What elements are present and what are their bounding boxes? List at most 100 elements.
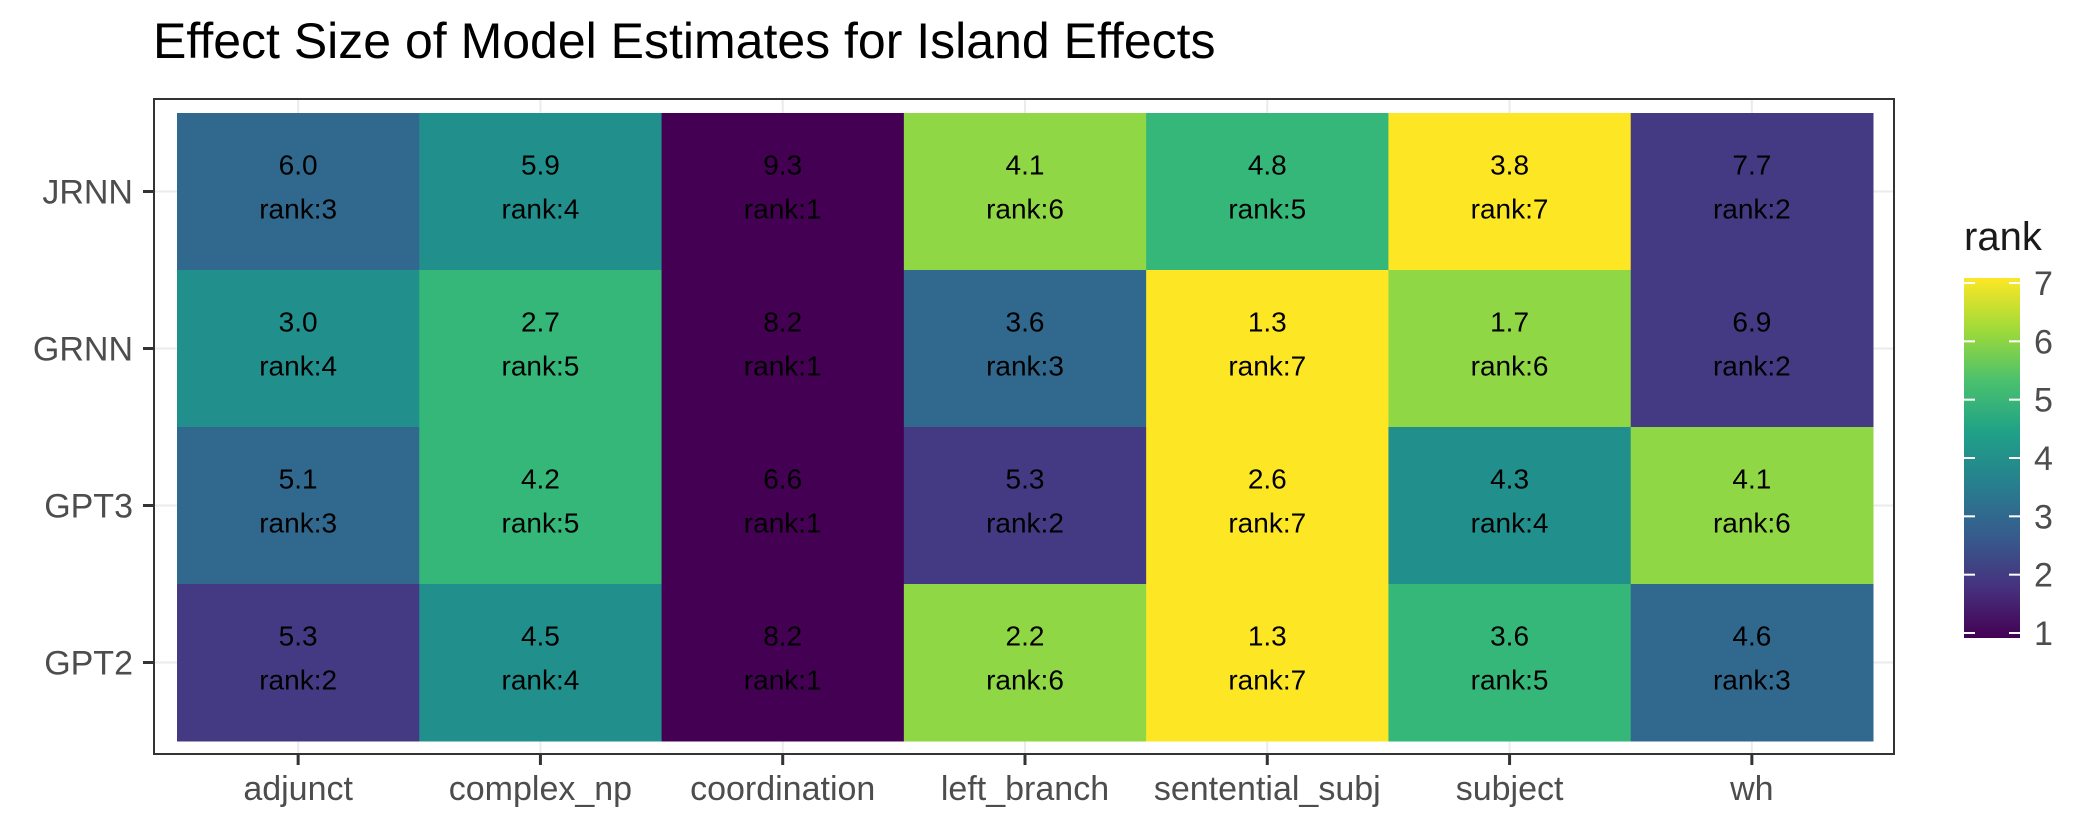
y-axis: JRNN GRNN GPT3 GPT2 bbox=[33, 174, 154, 683]
cell-value-label: 9.3 bbox=[763, 150, 802, 181]
cell-rank-label: rank:4 bbox=[259, 351, 337, 382]
cell-rank-label: rank:6 bbox=[1713, 508, 1791, 539]
cell-value-label: 1.7 bbox=[1490, 307, 1529, 338]
heatmap-cell bbox=[661, 584, 905, 742]
cell-rank-label: rank:1 bbox=[744, 508, 822, 539]
cell-rank-label: rank:6 bbox=[986, 194, 1064, 225]
cell-rank-label: rank:3 bbox=[259, 508, 337, 539]
legend: rank 1 2 3 4 5 6 7 bbox=[1964, 215, 2053, 653]
cell-value-label: 4.3 bbox=[1490, 464, 1529, 495]
heatmap-cell bbox=[1630, 113, 1874, 271]
x-tick-label: wh bbox=[1729, 770, 1773, 808]
cell-rank-label: rank:5 bbox=[502, 351, 580, 382]
cell-rank-label: rank:1 bbox=[744, 351, 822, 382]
heatmap-cell bbox=[1146, 270, 1389, 428]
heatmap-cell bbox=[1388, 427, 1632, 585]
chart-title: Effect Size of Model Estimates for Islan… bbox=[153, 13, 1216, 69]
x-tick-label: subject bbox=[1456, 770, 1564, 808]
y-tick-label: GPT3 bbox=[44, 488, 133, 526]
heatmap-cell bbox=[419, 584, 663, 742]
cell-rank-label: rank:7 bbox=[1228, 508, 1306, 539]
cell-rank-label: rank:5 bbox=[502, 508, 580, 539]
cell-rank-label: rank:7 bbox=[1228, 665, 1306, 696]
cell-rank-label: rank:2 bbox=[1713, 351, 1791, 382]
cell-value-label: 8.2 bbox=[763, 307, 802, 338]
heatmap-cell bbox=[177, 270, 420, 428]
heatmap-cell bbox=[903, 584, 1147, 742]
heatmap-cell bbox=[903, 113, 1147, 271]
heatmap-cell bbox=[1630, 427, 1874, 585]
heatmap-cell bbox=[661, 113, 905, 271]
x-tick-label: sentential_subj bbox=[1154, 770, 1381, 808]
cell-value-label: 4.2 bbox=[521, 464, 560, 495]
heatmap-cell bbox=[1146, 427, 1389, 585]
x-tick-label: adjunct bbox=[243, 770, 353, 808]
y-tick-label: GRNN bbox=[33, 331, 133, 369]
cell-value-label: 5.3 bbox=[1006, 464, 1045, 495]
y-tick-label: JRNN bbox=[42, 174, 133, 212]
cell-value-label: 4.1 bbox=[1006, 150, 1045, 181]
cell-value-label: 3.6 bbox=[1490, 621, 1529, 652]
cell-value-label: 5.9 bbox=[521, 150, 560, 181]
cell-value-label: 4.1 bbox=[1732, 464, 1771, 495]
heatmap-cell bbox=[1388, 113, 1632, 271]
cell-rank-label: rank:1 bbox=[744, 665, 822, 696]
cell-value-label: 3.0 bbox=[279, 307, 318, 338]
x-axis: adjunct complex_np coordination left_branch… bbox=[243, 754, 1774, 808]
heatmap-cell bbox=[1630, 584, 1874, 742]
heatmap-cell bbox=[177, 427, 420, 585]
cell-value-label: 2.2 bbox=[1006, 621, 1045, 652]
cell-value-label: 5.1 bbox=[279, 464, 318, 495]
heatmap-cell bbox=[1146, 584, 1389, 742]
cell-value-label: 4.8 bbox=[1248, 150, 1287, 181]
heatmap-cell bbox=[1630, 270, 1874, 428]
heatmap-cell bbox=[177, 113, 420, 271]
cell-rank-label: rank:4 bbox=[502, 665, 580, 696]
cell-rank-label: rank:5 bbox=[1228, 194, 1306, 225]
cell-value-label: 7.7 bbox=[1732, 150, 1771, 181]
cell-value-label: 6.6 bbox=[763, 464, 802, 495]
cell-value-label: 2.6 bbox=[1248, 464, 1287, 495]
heatmap-cell bbox=[1388, 270, 1632, 428]
x-tick-label: coordination bbox=[690, 770, 875, 808]
cell-labels: 6.0 rank:3 5.9 rank:4 9.3 rank:1 4.1 rank:6 4.8 r… bbox=[259, 150, 1791, 696]
heatmap-cell bbox=[661, 270, 905, 428]
heatmap-cell bbox=[903, 270, 1147, 428]
cell-rank-label: rank:2 bbox=[259, 665, 337, 696]
legend-tick-label: 1 bbox=[2034, 615, 2053, 653]
x-tick-label: left_branch bbox=[941, 770, 1109, 808]
cell-value-label: 1.3 bbox=[1248, 307, 1287, 338]
cell-rank-label: rank:3 bbox=[1713, 665, 1791, 696]
cell-rank-label: rank:3 bbox=[259, 194, 337, 225]
cell-value-label: 3.8 bbox=[1490, 150, 1529, 181]
cell-value-label: 5.3 bbox=[279, 621, 318, 652]
cell-rank-label: rank:6 bbox=[986, 665, 1064, 696]
heatmap-cell bbox=[419, 113, 663, 271]
heatmap-cell bbox=[1146, 113, 1389, 271]
cell-value-label: 3.6 bbox=[1006, 307, 1045, 338]
cell-rank-label: rank:2 bbox=[986, 508, 1064, 539]
cell-value-label: 4.5 bbox=[521, 621, 560, 652]
legend-tick-label: 2 bbox=[2034, 557, 2053, 595]
cell-rank-label: rank:7 bbox=[1228, 351, 1306, 382]
heatmap-cell bbox=[903, 427, 1147, 585]
cell-rank-label: rank:7 bbox=[1471, 194, 1549, 225]
legend-title: rank bbox=[1964, 215, 2043, 259]
legend-tick-label: 5 bbox=[2034, 382, 2053, 420]
cell-rank-label: rank:1 bbox=[744, 194, 822, 225]
heatmap-cell bbox=[1388, 584, 1632, 742]
legend-tick-label: 7 bbox=[2034, 265, 2053, 303]
legend-tick-label: 4 bbox=[2034, 440, 2053, 478]
cell-rank-label: rank:4 bbox=[1471, 508, 1549, 539]
y-tick-label: GPT2 bbox=[44, 645, 133, 683]
x-tick-label: complex_np bbox=[449, 770, 632, 808]
cell-value-label: 2.7 bbox=[521, 307, 560, 338]
cell-rank-label: rank:4 bbox=[502, 194, 580, 225]
heatmap-cell bbox=[419, 427, 663, 585]
cell-rank-label: rank:6 bbox=[1471, 351, 1549, 382]
cell-rank-label: rank:2 bbox=[1713, 194, 1791, 225]
legend-ticks: 1 2 3 4 5 6 7 bbox=[1964, 265, 2053, 653]
cell-value-label: 8.2 bbox=[763, 621, 802, 652]
cell-value-label: 6.0 bbox=[279, 150, 318, 181]
